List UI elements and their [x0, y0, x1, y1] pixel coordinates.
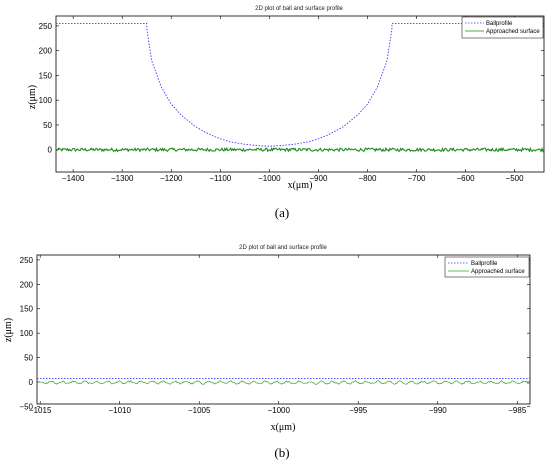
y-tick-label: 200: [20, 280, 34, 289]
y-tick-label: 150: [39, 71, 53, 80]
legend-label-ballprofile-a: Ballprofile: [486, 21, 513, 27]
y-axis-label-b: z(μm): [3, 318, 14, 342]
axis-ticks-a: −1400 −1300 −1200 −1100 −1000 −900 −800 −700 −60…: [39, 16, 544, 183]
plot-area-a: [55, 15, 545, 173]
series-line-approached-surface: [36, 380, 531, 385]
legend-a: Ballprofile Approached surface: [461, 16, 544, 39]
x-tick-label: −900: [309, 174, 328, 183]
x-tick-label: −1100: [209, 174, 231, 183]
axis-ticks-b: −1015 −1010 −1005 −1000 −995 −990 −985 −50 0 50 10…: [19, 255, 530, 415]
legend-label-surface-b: Approached surface: [471, 269, 525, 275]
x-axis-label-a: x(μm): [288, 180, 313, 191]
x-axis-label-b: x(μm): [271, 422, 296, 433]
chart-panel-a: 2D plot of ball and surface profile −140…: [27, 6, 545, 220]
x-tick-label: −1015: [29, 406, 52, 415]
x-tick-label: −700: [407, 174, 426, 183]
x-tick-label: −1200: [160, 174, 183, 183]
legend-box-b: [444, 256, 530, 278]
x-tick-label: −995: [349, 406, 368, 415]
series-group-b: [36, 378, 531, 385]
x-tick-label: −1000: [258, 174, 281, 183]
y-tick-label: 200: [39, 47, 53, 56]
y-tick-label: 50: [24, 354, 33, 363]
x-tick-label: −1005: [188, 406, 211, 415]
x-tick-label: −600: [457, 174, 476, 183]
x-tick-label: −1000: [267, 406, 290, 415]
y-tick-label: 100: [20, 329, 34, 338]
y-tick-label: 100: [39, 96, 53, 105]
x-tick-label: −800: [358, 174, 377, 183]
x-tick-label: −1300: [111, 174, 134, 183]
series-group-a: [55, 22, 545, 153]
y-tick-label: 50: [43, 121, 52, 130]
y-tick-label: 0: [48, 146, 53, 155]
y-axis-label-a: z(μm): [27, 85, 38, 109]
series-line-approached-surface: [55, 146, 545, 153]
plot-area-b: [36, 254, 531, 405]
y-tick-label: 250: [20, 256, 34, 265]
caption-b: (b): [274, 445, 289, 460]
x-tick-label: −990: [429, 406, 448, 415]
x-tick-label: −1010: [108, 406, 131, 415]
x-tick-label: −1400: [62, 174, 85, 183]
y-tick-label: 150: [20, 305, 34, 314]
chart-panel-b: 2D plot of ball and surface profile −101…: [3, 245, 531, 460]
legend-box-a: [461, 16, 544, 39]
legend-b: Ballprofile Approached surface: [444, 256, 530, 278]
x-tick-label: −500: [506, 174, 525, 183]
chart-title-b: 2D plot of ball and surface profile: [239, 245, 327, 251]
y-tick-label: 250: [39, 22, 53, 31]
caption-a: (a): [275, 205, 289, 220]
chart-title-a: 2D plot of ball and surface profile: [255, 6, 343, 12]
y-tick-label: −50: [19, 402, 33, 411]
legend-label-surface-a: Approached surface: [486, 29, 540, 35]
x-tick-label: −985: [508, 406, 527, 415]
legend-label-ballprofile-b: Ballprofile: [471, 261, 498, 267]
y-tick-label: 0: [29, 378, 34, 387]
series-line-ballprofile: [56, 22, 544, 147]
